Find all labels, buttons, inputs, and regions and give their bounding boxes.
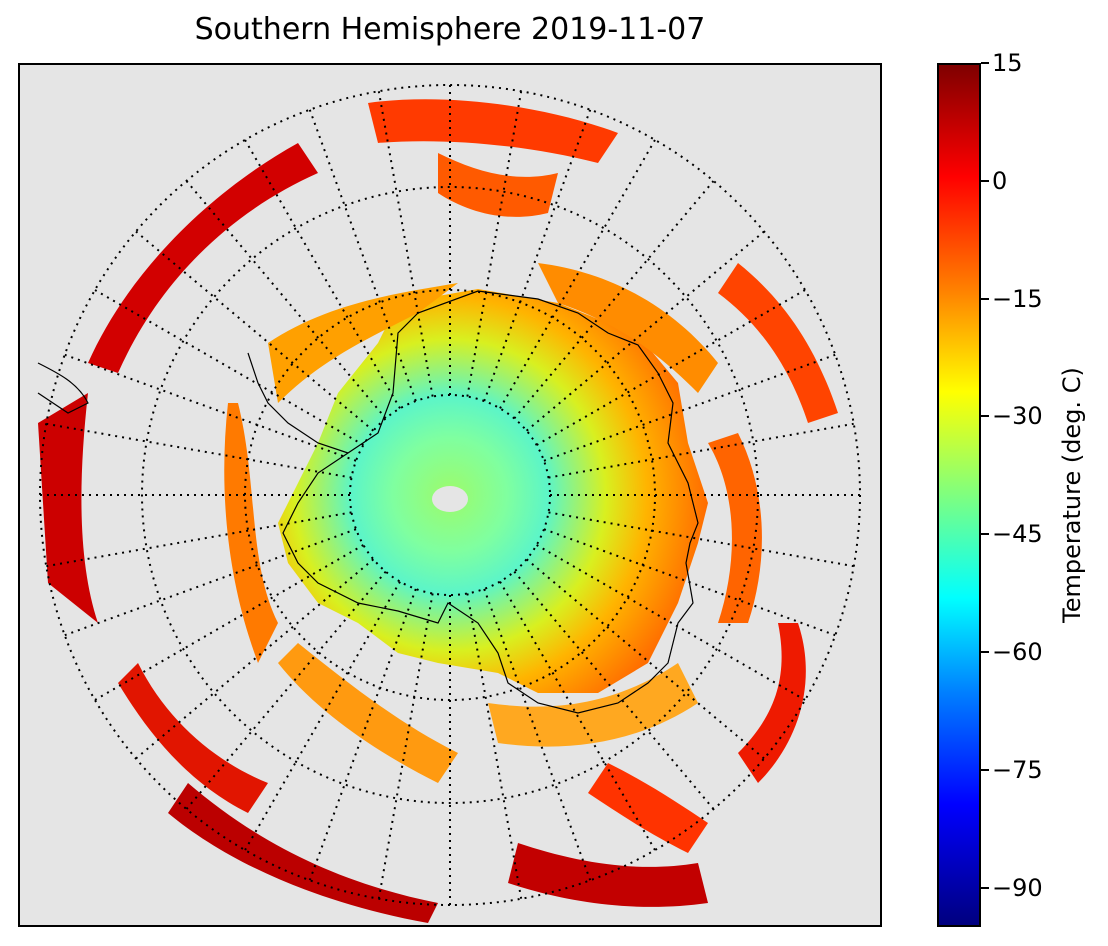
colorbar-tick — [981, 533, 989, 536]
meridian-line — [543, 350, 846, 462]
meridian-line — [127, 558, 375, 766]
meridian-line — [536, 284, 815, 446]
colorbar-tick-label: −15 — [992, 284, 1043, 313]
meridian-line — [483, 588, 595, 891]
colorbar-tick-label: 15 — [992, 49, 1023, 77]
meridian-line — [543, 528, 846, 640]
temperature-field — [38, 99, 838, 923]
meridian-line — [376, 85, 434, 397]
colorbar-tick — [981, 179, 989, 182]
meridian-line — [127, 224, 375, 432]
colorbar-tick-label: −30 — [992, 402, 1043, 431]
colorbar-tick — [981, 415, 989, 418]
colorbar-tick-label: −90 — [992, 873, 1043, 902]
longitude-meridians — [40, 85, 860, 905]
meridian-line — [85, 544, 364, 706]
meridian-line — [239, 130, 401, 409]
meridian-line — [179, 570, 387, 818]
meridian-line — [513, 172, 721, 420]
colorbar-tick — [981, 297, 989, 300]
meridian-line — [54, 350, 357, 462]
meridian-line — [179, 172, 387, 420]
meridian-line — [85, 284, 364, 446]
meridian-line — [466, 85, 524, 397]
polar-map — [18, 63, 882, 927]
colorbar-tick-label: −60 — [992, 638, 1043, 667]
coastline-antarctica — [37, 290, 699, 714]
meridian-line — [483, 99, 595, 402]
meridian-line — [548, 511, 860, 569]
meridian-line — [305, 588, 417, 891]
colorbar — [937, 63, 981, 927]
colorbar-tick-label: 0 — [992, 166, 1008, 195]
meridian-line — [40, 421, 352, 479]
meridian-line — [54, 528, 357, 640]
meridian-line — [305, 99, 417, 402]
meridian-line — [499, 130, 661, 409]
meridian-line — [466, 593, 524, 905]
colorbar-tick — [981, 768, 989, 771]
colorbar-label: Temperature (deg. C) — [1058, 367, 1086, 623]
meridian-line — [525, 558, 773, 766]
colorbar-tick — [981, 886, 989, 889]
meridian-line — [239, 581, 401, 860]
meridian-line — [376, 593, 434, 905]
meridian-line — [499, 581, 661, 860]
map-title: Southern Hemisphere 2019-11-07 — [194, 12, 706, 47]
meridian-line — [40, 511, 352, 569]
colorbar-tick — [981, 62, 989, 64]
meridian-line — [525, 224, 773, 432]
colorbar-tick-label: −75 — [992, 755, 1043, 784]
meridian-line — [513, 570, 721, 818]
meridian-line — [548, 421, 860, 479]
colorbar-tick-label: −45 — [992, 520, 1043, 549]
colorbar-tick — [981, 651, 989, 654]
meridian-line — [536, 544, 815, 706]
